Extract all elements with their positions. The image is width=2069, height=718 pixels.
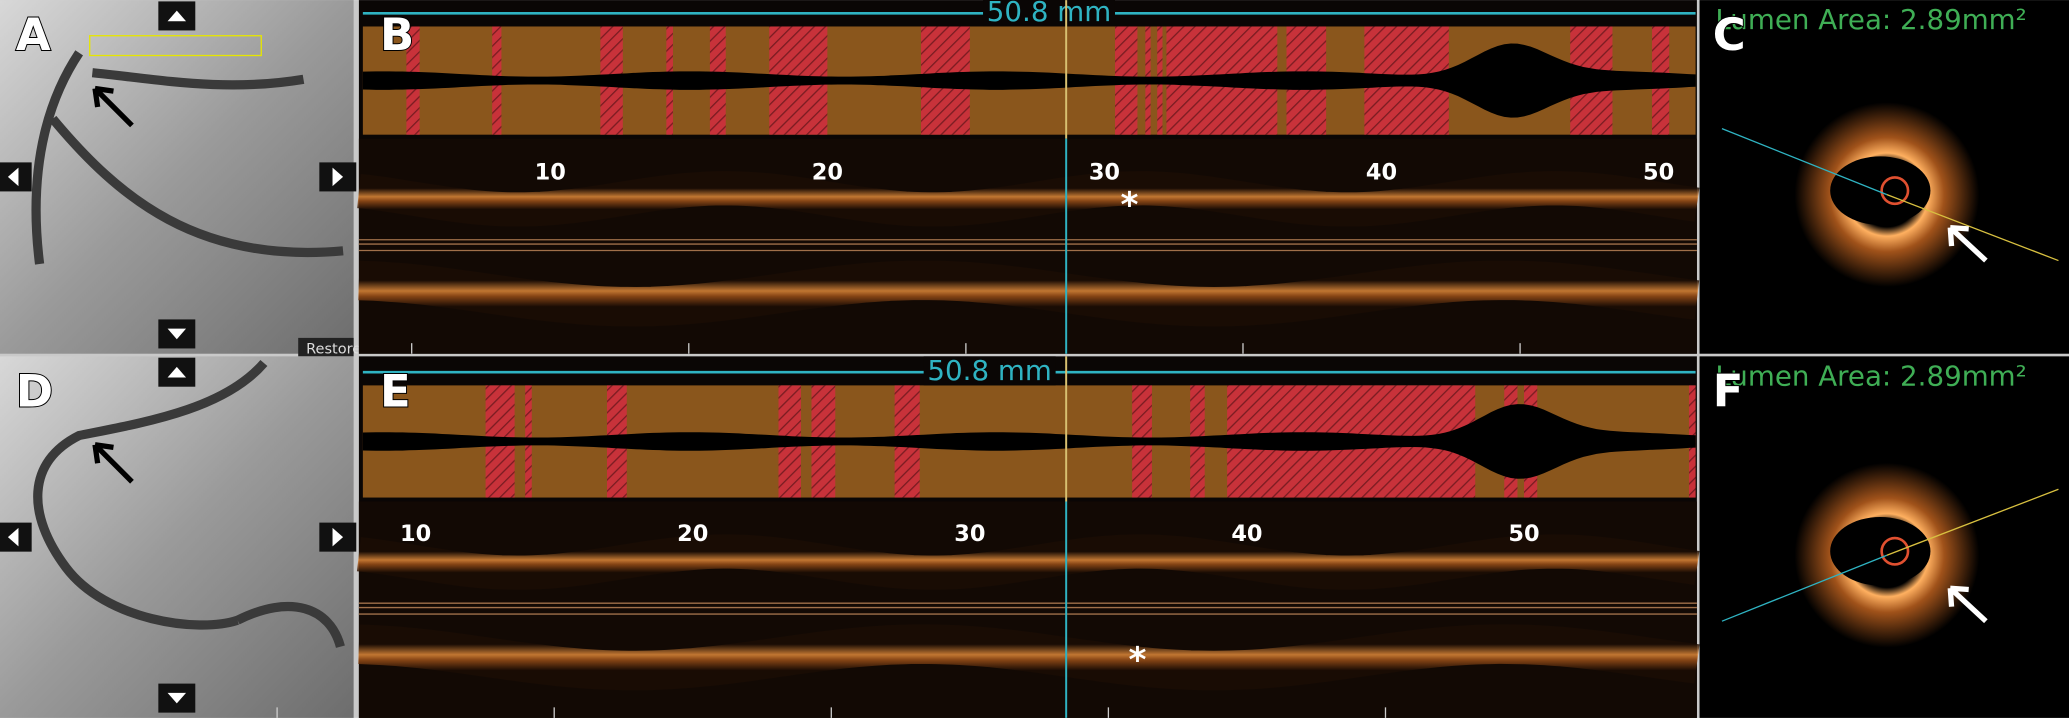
catheter <box>1880 176 1910 206</box>
panel-label: C <box>1713 8 1746 61</box>
roadmap-tag <box>89 35 262 57</box>
nav-arrow <box>7 167 19 187</box>
top-row: Restore 50.8 mm 10 20 30 40 50 * Lumen Area: 2.8… <box>0 0 2069 358</box>
angiogram <box>0 0 354 354</box>
arrow <box>92 85 134 128</box>
panel-label: B <box>380 8 414 61</box>
panel-label: E <box>380 365 411 418</box>
arrow <box>92 442 134 484</box>
distance-label: 30 <box>954 521 985 547</box>
arrow <box>1947 585 1988 624</box>
lumen-shape <box>362 404 1696 479</box>
vessel-wall <box>358 260 1700 327</box>
distance-label: 40 <box>1366 160 1397 186</box>
distance-label: 20 <box>812 160 843 186</box>
nav-arrow <box>332 167 344 187</box>
lumen-area: Lumen Area: 2.89mm² <box>1715 359 2026 392</box>
distance-label: 50 <box>1508 521 1539 547</box>
marker: * <box>1128 641 1146 681</box>
vessel-wall <box>356 534 1700 590</box>
length-label: 50.8 mm <box>987 0 1111 28</box>
length-bg <box>923 356 1056 386</box>
nav-arrow <box>167 366 187 378</box>
nav-arrow <box>167 328 187 340</box>
distance-label: 30 <box>1089 160 1120 186</box>
lumen-area: Lumen Area: 2.89mm² <box>1715 3 2026 36</box>
distance-label: 20 <box>677 521 708 547</box>
measure-line <box>1886 488 2059 556</box>
nav-arrow <box>332 527 344 547</box>
panel-label: D <box>16 365 53 418</box>
bottom-row: 50.8 mm 10 20 30 40 50 * Lumen Area: 2.89mm² D E F <box>0 354 2069 718</box>
marker: * <box>1121 185 1139 225</box>
distance-label: 50 <box>1643 160 1674 186</box>
arrow <box>1947 224 1988 263</box>
catheter <box>1880 536 1910 566</box>
measure-line <box>1721 128 1888 196</box>
nav-arrow <box>7 527 19 547</box>
lumen-shape <box>362 43 1696 118</box>
length-bg <box>983 0 1115 27</box>
vessel-wall <box>358 624 1700 691</box>
measure-line <box>1886 193 2059 262</box>
panel-label: A <box>16 8 51 61</box>
panel-label: F <box>1713 365 1744 418</box>
distance-label: 10 <box>535 160 566 186</box>
nav-arrow <box>167 10 187 22</box>
vessel <box>31 50 344 265</box>
measure-line <box>1721 554 1888 622</box>
distance-label: 10 <box>400 521 431 547</box>
restore-button <box>298 337 354 357</box>
vessel <box>33 359 345 649</box>
restore-label: Restore <box>306 342 361 358</box>
length-label: 50.8 mm <box>927 354 1051 387</box>
nav-arrow <box>167 692 187 704</box>
vessel-wall <box>357 171 1700 227</box>
distance-label: 40 <box>1231 521 1262 547</box>
